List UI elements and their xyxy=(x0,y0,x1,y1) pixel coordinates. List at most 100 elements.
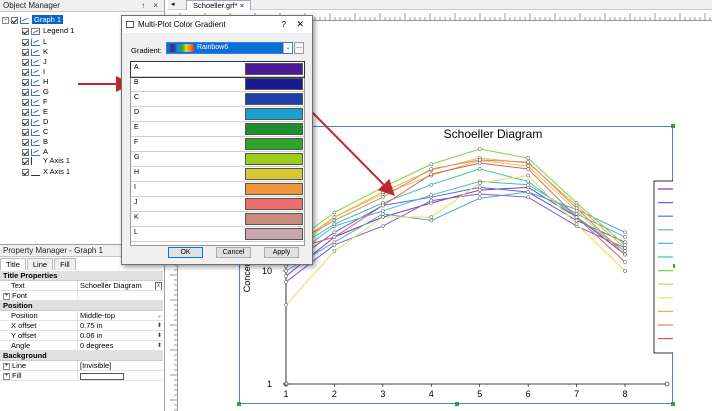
color-swatch[interactable] xyxy=(245,108,303,120)
prop-x-offset-value[interactable]: 0.75 in xyxy=(80,321,103,330)
color-row[interactable]: A xyxy=(130,61,305,78)
color-row[interactable]: F xyxy=(131,137,304,152)
data-point[interactable] xyxy=(477,196,482,201)
series-line-G[interactable] xyxy=(285,148,626,249)
chart-title[interactable]: Schoeller Diagram xyxy=(444,127,543,141)
tree-legend[interactable]: Legend 1 xyxy=(22,25,74,36)
data-point[interactable] xyxy=(623,243,627,247)
checkbox-icon[interactable] xyxy=(11,16,18,24)
tree-plot-label[interactable]: E xyxy=(43,107,49,116)
data-point[interactable] xyxy=(526,179,530,184)
help-button[interactable]: ? xyxy=(281,20,286,29)
prop-text-value[interactable]: Schoeller Diagram xyxy=(80,281,142,290)
tree-plot-label[interactable]: C xyxy=(43,127,49,136)
data-point[interactable] xyxy=(381,224,385,228)
data-point[interactable] xyxy=(429,172,434,176)
series-line-F[interactable] xyxy=(285,168,626,255)
color-row[interactable]: B xyxy=(131,77,304,92)
section-position[interactable]: Position xyxy=(0,301,163,311)
data-point[interactable] xyxy=(477,192,482,196)
tree-plot-label[interactable]: I xyxy=(43,67,46,76)
collapse-icon[interactable]: − xyxy=(2,16,9,24)
series-line-J[interactable] xyxy=(285,157,626,252)
color-row[interactable]: J xyxy=(131,197,304,212)
data-point[interactable] xyxy=(332,215,337,219)
data-point[interactable] xyxy=(574,206,579,210)
data-point[interactable] xyxy=(284,274,288,279)
expand-icon[interactable]: + xyxy=(3,292,10,300)
data-point[interactable] xyxy=(526,182,530,187)
legend-box[interactable] xyxy=(653,180,673,354)
chevron-down-icon[interactable]: ⌄ xyxy=(283,43,292,53)
series-line-I[interactable] xyxy=(285,174,626,306)
data-point[interactable] xyxy=(623,252,627,257)
tree-plot-item[interactable]: I xyxy=(22,66,45,77)
expand-icon[interactable]: + xyxy=(3,362,10,370)
data-point[interactable] xyxy=(284,303,288,307)
data-point[interactable] xyxy=(574,215,579,219)
color-swatch[interactable] xyxy=(245,123,303,135)
prop-angle-value[interactable]: 0 degrees xyxy=(80,341,114,350)
series-line-A[interactable] xyxy=(285,186,626,277)
tree-plot-label[interactable]: F xyxy=(43,97,48,106)
document-tab[interactable]: Schoeller.grf* × xyxy=(186,0,252,10)
checkbox-icon[interactable] xyxy=(22,168,29,176)
data-point[interactable] xyxy=(284,280,288,284)
data-point[interactable] xyxy=(332,230,337,235)
checkbox-icon[interactable] xyxy=(22,148,29,156)
ok-button[interactable]: OK xyxy=(168,247,203,258)
checkbox-icon[interactable] xyxy=(22,78,29,86)
color-row[interactable]: C xyxy=(131,92,304,107)
tree-plot-item[interactable]: C xyxy=(22,126,48,137)
data-point[interactable] xyxy=(574,218,579,223)
color-row[interactable]: E xyxy=(131,122,304,137)
data-point[interactable] xyxy=(526,190,530,194)
tree-plot-item[interactable]: K xyxy=(22,46,48,57)
chevron-down-icon[interactable]: ⌄ xyxy=(156,313,162,319)
tree-legend-label[interactable]: Legend 1 xyxy=(43,26,75,35)
series-line-K[interactable] xyxy=(285,159,626,255)
selection-handle[interactable] xyxy=(671,124,675,128)
expand-icon[interactable]: + xyxy=(3,372,10,380)
color-row[interactable]: K xyxy=(131,212,304,227)
tree-plot-label[interactable]: L xyxy=(43,37,48,46)
color-swatch[interactable] xyxy=(245,198,303,210)
tree-plot-item[interactable]: H xyxy=(22,76,48,87)
data-point[interactable] xyxy=(526,173,530,178)
selection-handle[interactable] xyxy=(237,402,241,406)
data-point[interactable] xyxy=(332,240,337,245)
series-line-D[interactable] xyxy=(285,191,626,272)
axis-handle[interactable] xyxy=(664,381,670,387)
prop-value[interactable]: Schoeller Diagram x xyxy=(78,281,163,290)
data-point[interactable] xyxy=(429,198,434,203)
prop-value[interactable]: 0 degrees ⬍ xyxy=(78,341,163,350)
tree-graph-1[interactable]: − Graph 1 xyxy=(2,14,64,25)
data-point[interactable] xyxy=(623,269,627,273)
data-point[interactable] xyxy=(526,156,530,160)
data-point[interactable] xyxy=(332,222,337,226)
series-line-B[interactable] xyxy=(285,193,626,283)
data-point[interactable] xyxy=(429,193,434,197)
section-title-properties[interactable]: Title Properties xyxy=(0,271,163,281)
data-point[interactable] xyxy=(526,160,530,164)
data-point[interactable] xyxy=(477,147,482,151)
checkbox-icon[interactable] xyxy=(22,138,29,146)
data-point[interactable] xyxy=(381,212,385,216)
cancel-button[interactable]: Cancel xyxy=(216,247,251,258)
close-icon[interactable]: × xyxy=(239,1,245,10)
data-point[interactable] xyxy=(381,185,385,190)
data-point[interactable] xyxy=(381,195,385,200)
color-row[interactable]: L xyxy=(131,227,304,242)
data-point[interactable] xyxy=(623,246,627,250)
tree-plot-label[interactable]: J xyxy=(43,57,47,66)
prop-row-font[interactable]: + Font xyxy=(0,291,163,301)
data-point[interactable] xyxy=(332,210,337,215)
color-swatch[interactable] xyxy=(245,168,303,180)
data-point[interactable] xyxy=(429,218,434,223)
tree-plot-item[interactable]: B xyxy=(22,136,48,147)
checkbox-icon[interactable] xyxy=(22,68,29,76)
tree-plot-label[interactable]: H xyxy=(43,77,49,86)
data-point[interactable] xyxy=(574,222,579,226)
data-point[interactable] xyxy=(332,218,337,223)
tree-plot-item[interactable]: J xyxy=(22,56,47,67)
